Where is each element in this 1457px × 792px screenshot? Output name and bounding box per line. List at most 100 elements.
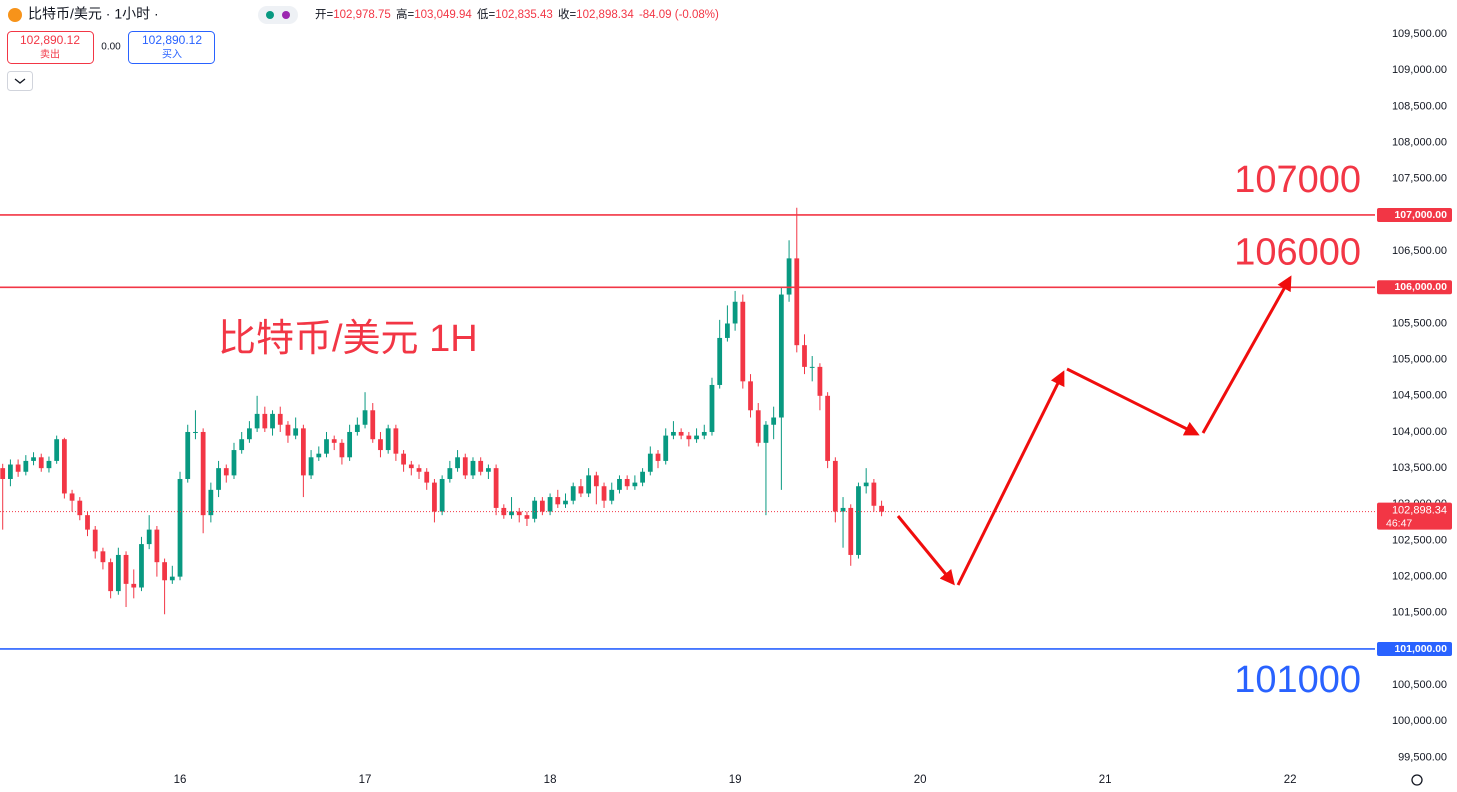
toggle[interactable] bbox=[258, 6, 298, 24]
y-tick-label: 108,000.00 bbox=[1392, 137, 1447, 149]
candle-body bbox=[123, 554, 129, 584]
candle-body bbox=[354, 424, 360, 432]
sell-label: 卖出 bbox=[40, 48, 60, 61]
price-tag-label: 102,898.34 bbox=[1392, 505, 1447, 517]
candle-body bbox=[840, 507, 846, 512]
candle-body bbox=[717, 337, 723, 385]
candle-body bbox=[285, 424, 291, 436]
settings-icon[interactable] bbox=[1411, 774, 1423, 786]
y-tick-label: 99,500.00 bbox=[1398, 751, 1447, 763]
candle-body bbox=[802, 345, 807, 367]
candle-body bbox=[593, 475, 599, 487]
candle-body bbox=[177, 478, 183, 577]
y-tick-label: 109,500.00 bbox=[1392, 28, 1447, 40]
candle-body bbox=[794, 258, 800, 346]
candle-body bbox=[439, 478, 445, 512]
y-tick-label: 108,500.00 bbox=[1392, 100, 1447, 112]
buy-label: 买入 bbox=[162, 49, 182, 61]
candle-body bbox=[216, 468, 221, 490]
candle-body bbox=[778, 294, 784, 418]
candle-body bbox=[324, 439, 329, 454]
y-tick-label: 104,000.00 bbox=[1392, 426, 1447, 438]
level-annotation: 101000 bbox=[1234, 659, 1361, 701]
candle-body bbox=[370, 410, 376, 440]
candle-body bbox=[763, 424, 769, 443]
candle-body bbox=[262, 413, 268, 429]
chevron bbox=[14, 78, 26, 84]
y-tick-label: 102,500.00 bbox=[1392, 534, 1447, 546]
y-tick-label: 102,000.00 bbox=[1392, 571, 1447, 583]
candle-body bbox=[38, 457, 44, 469]
ohlc-label: 高= bbox=[396, 7, 414, 21]
ohlc-label: 开= bbox=[315, 9, 333, 21]
y-tick-label: 100,500.00 bbox=[1392, 679, 1447, 691]
candle-body bbox=[31, 457, 36, 461]
candle-body bbox=[755, 410, 761, 443]
price-axis: 99,500.00 100,000.00 100,500.00 101,000.00 1… bbox=[174, 28, 1452, 786]
level-annotation: 107000 bbox=[1234, 159, 1361, 201]
y-tick-label: 106,500.00 bbox=[1392, 245, 1447, 257]
candle-body bbox=[77, 500, 83, 516]
toggle-dot bbox=[266, 11, 274, 19]
candle-body bbox=[308, 457, 314, 476]
y-tick-label: 103,500.00 bbox=[1392, 462, 1447, 474]
candle-body bbox=[740, 301, 746, 382]
ohlc-label: 低= bbox=[477, 8, 495, 21]
candle-body bbox=[624, 478, 630, 487]
candle-body bbox=[632, 482, 638, 487]
candle-body bbox=[146, 529, 152, 545]
toggle-dot bbox=[282, 11, 290, 19]
annotation: 比特币/美元 1H bbox=[218, 318, 478, 360]
candle-body bbox=[0, 468, 6, 479]
candle-body bbox=[339, 442, 345, 458]
arrow bbox=[1201, 275, 1292, 434]
candle-body bbox=[61, 439, 67, 494]
y-tick-label: 104,500.00 bbox=[1392, 390, 1447, 402]
candle-body bbox=[447, 468, 453, 479]
candle-body bbox=[393, 428, 399, 454]
candle-body bbox=[578, 486, 584, 494]
candle-body bbox=[200, 431, 206, 516]
candle-body bbox=[115, 554, 121, 592]
plot-area: 107000 106000 101000 bbox=[0, 159, 1375, 701]
sell-button[interactable] bbox=[7, 31, 94, 64]
candle-body bbox=[640, 471, 645, 483]
candle-body bbox=[532, 500, 538, 519]
buy-button[interactable] bbox=[128, 31, 215, 64]
candle-body bbox=[385, 428, 391, 451]
candle-body bbox=[563, 500, 568, 505]
candle-body bbox=[694, 435, 699, 440]
candle-body bbox=[247, 428, 252, 440]
candle-body bbox=[647, 453, 653, 472]
candle-body bbox=[609, 489, 615, 501]
candle-body bbox=[686, 435, 692, 440]
x-tick-label: 19 bbox=[729, 774, 742, 786]
candle-body bbox=[771, 417, 777, 425]
candle-body bbox=[725, 323, 730, 338]
candle-body bbox=[663, 435, 669, 461]
candle-body bbox=[185, 431, 191, 479]
buy-price: 102,890.12 bbox=[142, 33, 202, 47]
y-tick-label: 100,000.00 bbox=[1392, 715, 1447, 727]
symbol: 比特币/美元 · 1小时 · bbox=[28, 6, 159, 22]
ohlc-value: 103,049.94 bbox=[414, 9, 472, 21]
ohlc-value: 102,898.34 bbox=[576, 9, 634, 21]
level-tag bbox=[1377, 641, 1452, 656]
candle-body bbox=[85, 515, 90, 530]
candle-body bbox=[462, 457, 468, 476]
candle-body bbox=[432, 482, 437, 512]
btc-icon bbox=[8, 8, 22, 22]
candle-body bbox=[331, 439, 337, 443]
level-tag bbox=[1377, 207, 1452, 222]
candle-body bbox=[239, 439, 245, 451]
candle-body bbox=[832, 460, 838, 512]
candle-body bbox=[871, 482, 877, 506]
collapse-button[interactable] bbox=[7, 71, 33, 91]
candle-body bbox=[154, 529, 160, 563]
arrow bbox=[956, 370, 1065, 586]
ohlc-value: 102,978.75 bbox=[333, 9, 391, 21]
candle-body bbox=[470, 460, 476, 476]
x-tick-label: 21 bbox=[1099, 774, 1112, 786]
